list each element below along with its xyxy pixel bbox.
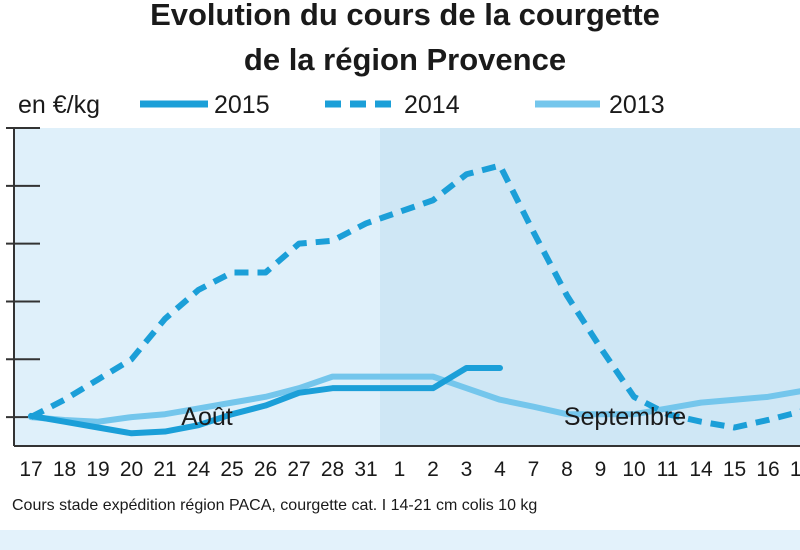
plot-panel-august [14,128,380,446]
x-tick-label: 15 [723,458,746,481]
series-layer [28,162,800,437]
x-tick-label: 26 [254,458,277,481]
x-tick-label: 18 [53,458,76,481]
x-tick-label: 27 [287,458,310,481]
legend-label-2014: 2014 [404,91,460,119]
x-tick-label: 19 [86,458,109,481]
legend: 2015 2014 2013 [140,91,665,119]
x-tick-label: 17 [790,458,800,481]
x-tick-label: 7 [528,458,540,481]
y-axis-unit-label: en €/kg [18,91,100,119]
x-tick-label: 9 [595,458,607,481]
x-tick-label: 14 [689,458,713,481]
legend-label-2015: 2015 [214,91,270,119]
x-tick-label: 11 [657,458,679,481]
x-tick-label: 24 [187,458,211,481]
series-2015-line [28,364,503,437]
x-tick-label: 8 [561,458,573,481]
x-tick-label: 17 [19,458,42,481]
x-tick-label: 3 [461,458,473,481]
month-label-aout: Août [181,403,232,431]
bottom-band [0,530,800,550]
x-tick-label: 28 [321,458,344,481]
x-tick-label: 16 [756,458,779,481]
x-tick-label: 31 [354,458,377,481]
series-2014-line [29,162,800,431]
y-axis-ticks [6,127,40,419]
x-tick-label: 21 [153,458,176,481]
legend-label-2013: 2013 [609,91,665,119]
chart-title: Evolution du cours de la courgette [150,0,660,32]
plot-panel-september [380,128,800,446]
month-label-septembre: Septembre [564,403,686,431]
source-note: Cours stade expédition région PACA, cour… [12,497,537,514]
x-tick-label: 4 [494,458,506,481]
x-tick-label: 20 [120,458,143,481]
x-tick-label: 1 [394,458,406,481]
x-tick-label: 10 [622,458,645,481]
x-tick-label: 25 [220,458,243,481]
x-tick-label: 2 [427,458,439,481]
series-2013-line [28,373,800,425]
chart-subtitle: de la région Provence [244,42,566,77]
x-axis-tick-labels: 17 18 19 20 21 24 25 26 27 28 31 1 2 3 4 7 8 9 10 11 14 15 16 1… [19,458,800,481]
